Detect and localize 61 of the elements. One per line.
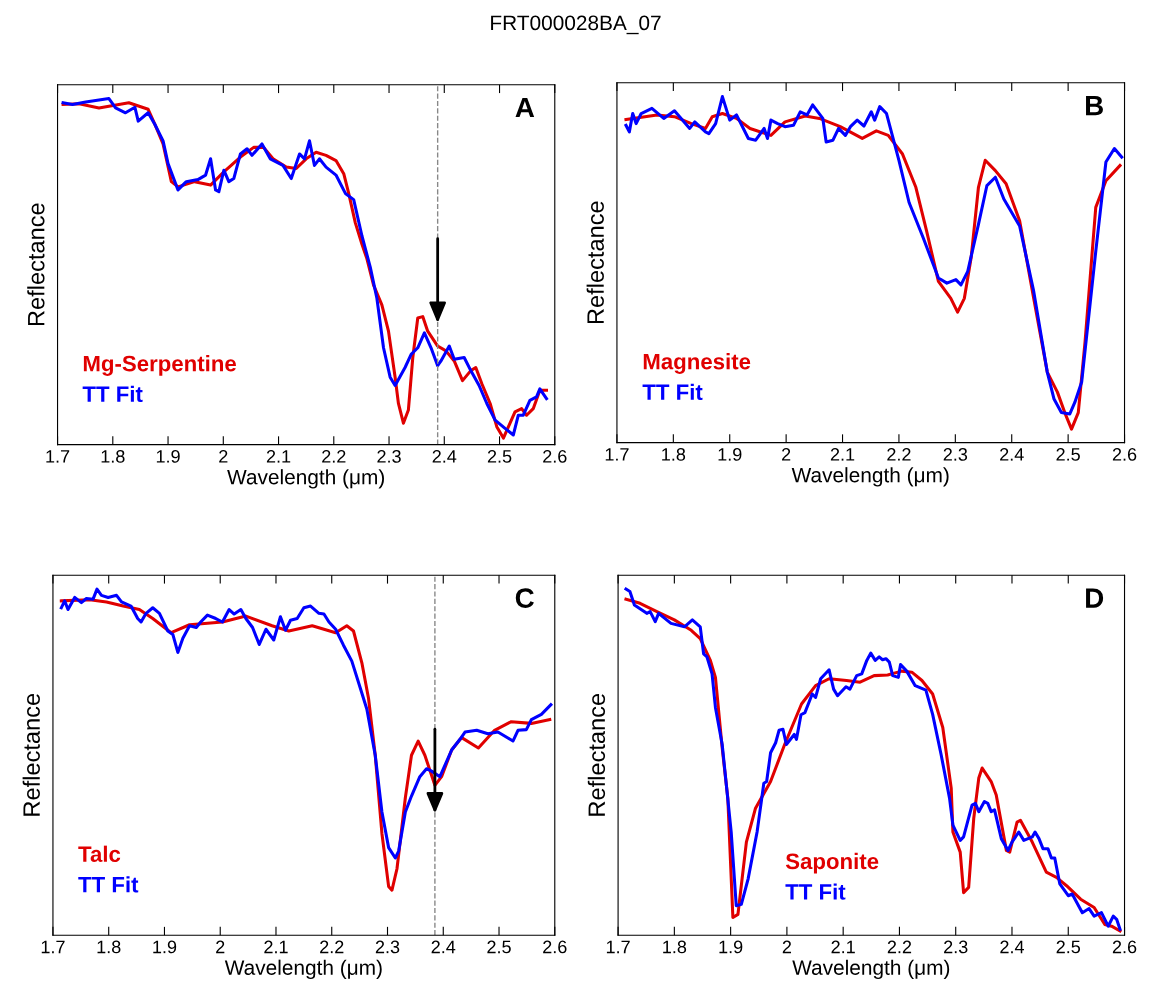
- x-tick-label: 2.2: [887, 448, 911, 461]
- x-tick-label: 2.4: [431, 940, 456, 954]
- x-tick-label: 2.4: [1000, 940, 1025, 954]
- x-tick-label: 1.9: [719, 940, 743, 954]
- x-tick-label: 2.4: [1000, 448, 1024, 461]
- x-tick-label: 2.5: [487, 450, 512, 463]
- x-tick-label: 2.1: [830, 448, 855, 461]
- x-tick-label: 2.5: [1056, 448, 1080, 461]
- annotation: A: [515, 98, 535, 118]
- x-tick-label: 2.2: [320, 940, 344, 954]
- chart-title: FRT000028BA_07: [491, 15, 661, 35]
- series-label: TT Fit: [785, 883, 846, 900]
- x-tick-label: 1.7: [605, 448, 629, 461]
- x-axis-title: Wavelength (μm): [792, 959, 950, 980]
- x-tick-label: 2.3: [375, 940, 400, 954]
- text: Magnesite: [643, 353, 751, 374]
- annotation: C: [515, 588, 534, 608]
- x-axis-title: Wavelength (μm): [791, 467, 949, 487]
- x-tick-label: 1.8: [101, 450, 125, 463]
- x-tick-label: 2.2: [322, 450, 346, 463]
- x-tick-label: 2: [216, 940, 225, 954]
- series-label: Saponite: [785, 852, 879, 874]
- text: TT Fit: [642, 383, 703, 401]
- x-tick-label: 2.6: [543, 940, 567, 954]
- x-tick-label: 2.1: [264, 940, 288, 954]
- x-tick-label: 2.1: [266, 450, 291, 463]
- y-axis-title: Reflectance: [587, 693, 606, 816]
- x-tick-label: 1.9: [718, 448, 742, 461]
- x-tick-label: 1.8: [662, 448, 686, 461]
- x-tick-label: 1.7: [41, 940, 65, 954]
- x-tick-label: 1.8: [663, 940, 687, 954]
- x-tick-label: 2.5: [1056, 940, 1081, 954]
- x-tick-label: 2.6: [1112, 940, 1137, 954]
- text: TT Fit: [82, 385, 143, 403]
- x-tick-label: 2.3: [944, 940, 968, 954]
- x-tick-label: 2.4: [432, 450, 457, 463]
- x-tick-label: 2: [782, 940, 792, 954]
- x-tick-label: 1.9: [156, 450, 180, 463]
- text: Talc: [78, 845, 121, 862]
- x-tick-label: 2: [219, 450, 228, 463]
- y-axis-title: Reflectance: [586, 201, 604, 324]
- x-tick-label: 2.3: [377, 450, 401, 463]
- x-tick-label: 2.6: [543, 450, 567, 463]
- x-tick-label: 2.1: [831, 940, 855, 954]
- x-tick-label: 1.7: [46, 450, 70, 463]
- x-tick-label: 1.8: [97, 940, 121, 954]
- x-tick-label: 2.3: [943, 448, 968, 461]
- x-tick-label: 2.5: [487, 940, 511, 954]
- x-tick-label: 2: [782, 448, 791, 461]
- text: TT Fit: [78, 876, 139, 893]
- x-tick-label: 1.9: [153, 940, 177, 954]
- y-axis-title: Reflectance: [22, 693, 40, 816]
- x-tick-label: 2.6: [1112, 448, 1137, 461]
- x-tick-label: 2.2: [887, 940, 912, 954]
- annotation: B: [1086, 96, 1103, 116]
- x-axis-title: Wavelength (μm): [227, 469, 384, 489]
- text: Mg-Serpentine: [83, 355, 236, 376]
- x-tick-label: 1.7: [606, 940, 630, 954]
- x-axis-title: Wavelength (μm): [224, 959, 382, 980]
- annotation: D: [1086, 588, 1104, 608]
- y-axis-title: Reflectance: [27, 203, 45, 326]
